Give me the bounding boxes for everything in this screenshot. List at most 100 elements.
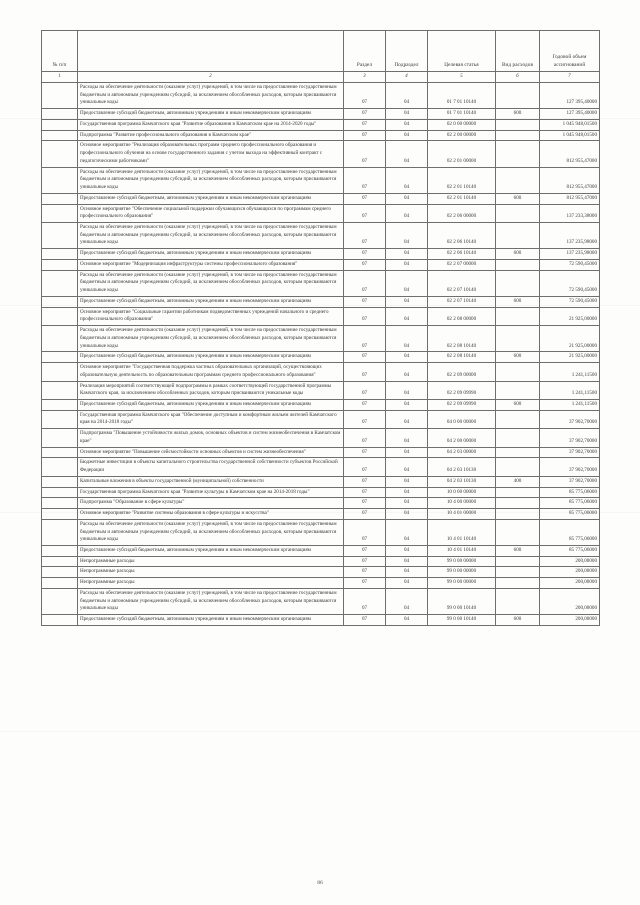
- cell-vid-rashodov: [495, 428, 540, 448]
- cell-name: Подпрограмма "Образование в сфере культу…: [77, 497, 344, 510]
- cell-celevaya-statya: 02 2 09 09990: [427, 398, 496, 411]
- cell-podrazdel: 04: [385, 166, 428, 194]
- cell-celevaya-statya: 02 2 07 10140: [427, 269, 496, 297]
- table-row: Непрограммные расходы 07 04 99 0 00 00000 20…: [41, 566, 600, 579]
- cell-summa: 72 590,45000: [539, 258, 600, 271]
- table-row: Основное мероприятие "Социальные гаранти…: [41, 306, 600, 327]
- cell-number: [41, 295, 78, 308]
- cell-razdel: 07: [343, 457, 386, 477]
- table-row: Капитальные вложения в объекты государст…: [41, 475, 600, 488]
- table-row: Основное мероприятие "Обеспечение социал…: [41, 203, 600, 224]
- cell-name: Расходы на обеспечение деятельности (ока…: [77, 587, 344, 616]
- cell-vid-rashodov: [495, 222, 540, 250]
- cell-name: Реализация мероприятий соответствующей п…: [77, 380, 344, 400]
- cell-podrazdel: 04: [385, 192, 428, 205]
- colnum-5: 5: [427, 71, 496, 83]
- cell-number: [41, 409, 78, 430]
- cell-number: [41, 81, 78, 110]
- cell-podrazdel: 04: [385, 306, 428, 327]
- cell-number: [41, 428, 78, 448]
- cell-podrazdel: 04: [385, 351, 428, 364]
- cell-summa: 200,00000: [539, 587, 600, 616]
- cell-name: Государственная программа Камчатского кр…: [77, 409, 344, 430]
- cell-razdel: 07: [343, 475, 386, 488]
- cell-razdel: 07: [343, 81, 386, 110]
- cell-razdel: 07: [343, 566, 386, 579]
- cell-razdel: 07: [343, 380, 386, 400]
- cell-celevaya-statya: 04 2 03 10130: [427, 475, 496, 488]
- cell-number: [41, 544, 78, 557]
- cell-summa: 37 902,70000: [539, 428, 600, 448]
- header-cell-razdel: Раздел: [343, 30, 386, 72]
- cell-razdel: 07: [343, 577, 386, 589]
- column-number-row: 1 2 3 4 5 6 7: [41, 71, 600, 83]
- cell-celevaya-statya: 02 2 00 00000: [427, 129, 496, 142]
- cell-number: [41, 258, 78, 271]
- cell-summa: 200,00000: [539, 555, 600, 568]
- cell-podrazdel: 04: [385, 518, 428, 546]
- cell-vid-rashodov: [495, 457, 540, 477]
- cell-number: [41, 129, 78, 142]
- cell-summa: 200,00000: [539, 566, 600, 579]
- table-row: Предоставление субсидий бюджетным, автон…: [41, 295, 600, 308]
- table-row: Расходы на обеспечение деятельности (ока…: [41, 166, 600, 194]
- cell-name: Предоставление субсидий бюджетным, автон…: [77, 398, 344, 411]
- cell-name: Предоставление субсидий бюджетным, автон…: [77, 295, 344, 308]
- header-cell-number: № п/п: [41, 30, 78, 72]
- cell-vid-rashodov: [495, 446, 540, 459]
- table-row: Предоставление субсидий бюджетным, автон…: [41, 108, 600, 120]
- cell-vid-rashodov: 600: [495, 108, 540, 120]
- cell-vid-rashodov: [495, 486, 540, 499]
- table-row: Непрограммные расходы 07 04 99 0 00 00000 20…: [41, 555, 600, 568]
- cell-number: [41, 577, 78, 589]
- table-row: Основное мероприятие "Повышение сейсмост…: [41, 446, 600, 459]
- cell-vid-rashodov: [495, 409, 540, 430]
- cell-summa: 200,00000: [539, 614, 600, 626]
- table-row: Предоставление субсидий бюджетным, автон…: [41, 614, 600, 626]
- table-row: Основное мероприятие "Государственная по…: [41, 362, 600, 382]
- cell-number: [41, 486, 78, 499]
- cell-name: Непрограммные расходы: [77, 566, 344, 579]
- table-row: Основное мероприятие "Развитие системы о…: [41, 508, 600, 520]
- cell-vid-rashodov: 600: [495, 295, 540, 308]
- cell-razdel: 07: [343, 295, 386, 308]
- cell-celevaya-statya: 99 0 00 00000: [427, 566, 496, 579]
- cell-name: Основное мероприятие "Обеспечение социал…: [77, 203, 344, 224]
- cell-celevaya-statya: 99 0 00 00000: [427, 555, 496, 568]
- cell-name: Подпрограмма "Повышение устойчивости жил…: [77, 428, 344, 448]
- cell-vid-rashodov: [495, 555, 540, 568]
- cell-razdel: 07: [343, 118, 386, 131]
- cell-celevaya-statya: 02 2 06 10140: [427, 248, 496, 260]
- cell-name: Основное мероприятие "Реализация образов…: [77, 140, 344, 168]
- cell-summa: 137 235,98000: [539, 222, 600, 250]
- cell-summa: 85 775,06000: [539, 497, 600, 510]
- cell-celevaya-statya: 10 0 00 00000: [427, 486, 496, 499]
- cell-razdel: 07: [343, 587, 386, 616]
- table-row: Предоставление субсидий бюджетным, автон…: [41, 544, 600, 557]
- cell-summa: 72 590,45000: [539, 269, 600, 297]
- cell-summa: 37 902,70000: [539, 475, 600, 488]
- cell-summa: 37 902,70000: [539, 446, 600, 459]
- cell-number: [41, 325, 78, 353]
- cell-celevaya-statya: 01 7 01 10140: [427, 81, 496, 110]
- cell-number: [41, 118, 78, 131]
- cell-razdel: 07: [343, 325, 386, 353]
- cell-name: Непрограммные расходы: [77, 555, 344, 568]
- cell-number: [41, 108, 78, 120]
- cell-podrazdel: 04: [385, 380, 428, 400]
- cell-podrazdel: 04: [385, 295, 428, 308]
- cell-podrazdel: 04: [385, 248, 428, 260]
- cell-vid-rashodov: 600: [495, 192, 540, 205]
- cell-summa: 137 233,38000: [539, 203, 600, 224]
- header-cell-godovoy-obyem: Годовой объем ассигнований: [539, 30, 600, 72]
- cell-vid-rashodov: [495, 203, 540, 224]
- cell-number: [41, 457, 78, 477]
- cell-number: [41, 192, 78, 205]
- cell-vid-rashodov: [495, 325, 540, 353]
- cell-podrazdel: 04: [385, 475, 428, 488]
- colnum-4: 4: [385, 71, 428, 83]
- cell-summa: 812 955,47000: [539, 192, 600, 205]
- table-row: Реализация мероприятий соответствующей п…: [41, 380, 600, 400]
- cell-celevaya-statya: 02 2 06 00000: [427, 203, 496, 224]
